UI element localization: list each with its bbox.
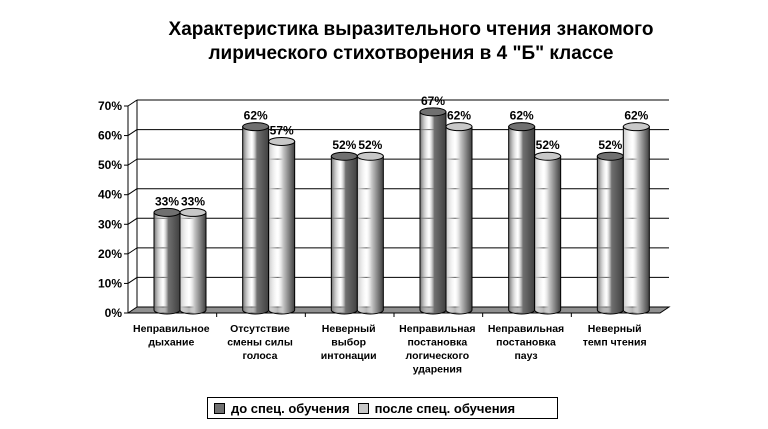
y-tick-label: 70% xyxy=(98,99,122,113)
legend-item-after: после спец. обучения xyxy=(357,400,516,416)
y-tick-label: 40% xyxy=(98,188,122,202)
data-label: 62% xyxy=(447,109,471,123)
chart-title-line-2: лирического стихотворения в 4 "Б" классе xyxy=(208,43,614,64)
legend: до спец. обучения после спец. обучения xyxy=(207,397,558,419)
legend-label-before: до спец. обучения xyxy=(231,400,350,416)
y-tick-label: 20% xyxy=(98,247,122,261)
data-label: 33% xyxy=(155,194,179,208)
bar-cylinder xyxy=(508,126,536,315)
gridline-side xyxy=(127,158,138,166)
data-label: 62% xyxy=(510,109,534,123)
bar-cylinder xyxy=(153,211,181,315)
legend-label-after: после спец. обучения xyxy=(374,400,516,416)
bar-cylinder xyxy=(268,140,296,315)
chart-title: Характеристика выразительного чтения зна… xyxy=(0,18,768,66)
gridline-side xyxy=(127,217,138,225)
data-label: 33% xyxy=(181,194,205,208)
bar-cylinder xyxy=(419,111,447,315)
data-label: 62% xyxy=(624,109,648,123)
bar-cylinder xyxy=(242,126,270,315)
gridline-side xyxy=(127,99,138,107)
data-label: 62% xyxy=(244,109,268,123)
bar-cylinder xyxy=(179,211,207,315)
bar-top xyxy=(508,122,536,132)
bar-top xyxy=(534,151,562,161)
bar-top xyxy=(179,207,207,217)
y-tick-label: 10% xyxy=(98,276,122,290)
y-tick-label: 50% xyxy=(98,158,122,172)
bar-top xyxy=(622,122,650,132)
bar-top xyxy=(596,151,624,161)
bar-top xyxy=(268,136,296,146)
x-tick-label: Неверный темп чтения xyxy=(583,323,647,349)
bar-top xyxy=(419,107,447,117)
legend-item-before: до спец. обучения xyxy=(214,401,350,416)
x-tick-label: Отсутствие смены силы голоса xyxy=(227,323,293,362)
chart-floor xyxy=(126,306,671,314)
data-label: 57% xyxy=(270,123,294,137)
gridline-side xyxy=(127,277,138,284)
bar-top xyxy=(153,207,181,217)
data-label: 52% xyxy=(332,138,356,152)
gridline-side xyxy=(127,188,138,196)
x-tick-label: Неверный выбор интонации xyxy=(321,323,377,362)
bar-top xyxy=(330,151,358,161)
bar-cylinder xyxy=(534,155,562,315)
gridline-side xyxy=(127,129,138,136)
data-label: 67% xyxy=(421,94,445,108)
data-label: 52% xyxy=(358,138,382,152)
x-tick-label: Неправильная постановка пауз xyxy=(488,323,564,362)
bar-top xyxy=(356,151,384,161)
bar-top xyxy=(242,122,270,132)
bar-cylinder xyxy=(356,155,384,315)
y-tick-label: 0% xyxy=(105,306,123,320)
x-tick-label: Неправильная постановка логического ударени… xyxy=(399,323,475,376)
y-tick-label: 30% xyxy=(98,217,122,231)
y-tick-label: 60% xyxy=(98,129,122,143)
bar-cylinder xyxy=(330,155,358,315)
x-tick-label: Неправильное дыхание xyxy=(133,323,210,349)
legend-swatch-after xyxy=(357,402,369,414)
bar-cylinder xyxy=(622,126,650,315)
bar-cylinder xyxy=(596,155,624,315)
chart-title-line-1: Характеристика выразительного чтения зна… xyxy=(168,19,654,40)
legend-swatch-before xyxy=(214,402,225,414)
bar-cylinder xyxy=(445,126,473,315)
gridline-side xyxy=(127,247,138,255)
data-label: 52% xyxy=(598,138,622,152)
bar-top xyxy=(445,122,473,132)
data-label: 52% xyxy=(536,138,560,152)
